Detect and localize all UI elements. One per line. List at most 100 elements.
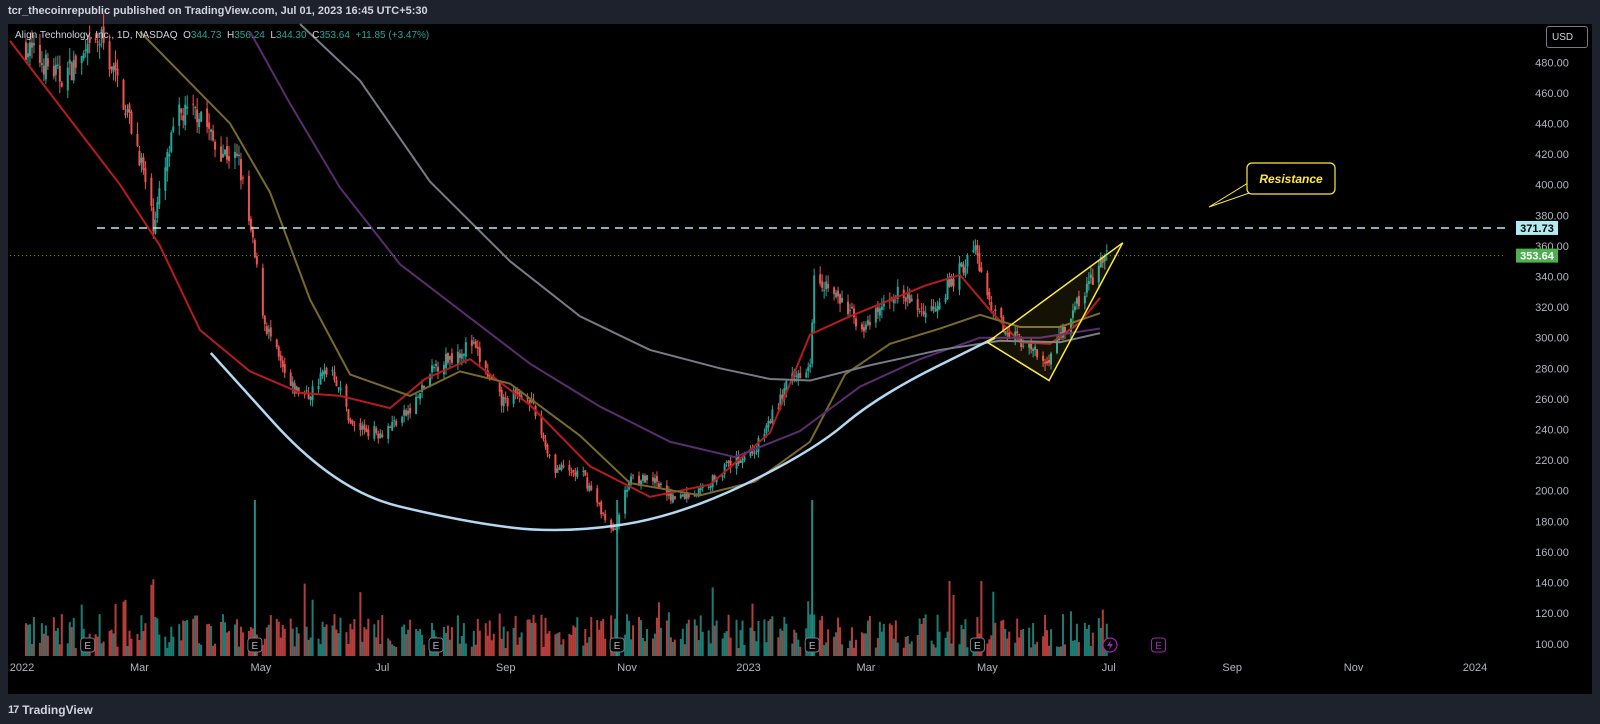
candle-body bbox=[994, 309, 997, 312]
volume-bar bbox=[604, 638, 607, 656]
candle-body bbox=[377, 433, 380, 439]
candle-body bbox=[74, 55, 77, 68]
volume-bar bbox=[948, 580, 951, 656]
volume-bar bbox=[144, 623, 147, 656]
volume-bar bbox=[444, 632, 447, 656]
volume-bar bbox=[795, 632, 798, 656]
candle-body bbox=[1097, 265, 1100, 283]
candle-body bbox=[1018, 334, 1021, 336]
candle-body bbox=[253, 240, 256, 258]
tradingview-logo[interactable]: 17 TradingView bbox=[8, 703, 93, 717]
volume-bar bbox=[514, 615, 517, 656]
candle-body bbox=[586, 477, 589, 489]
candle-body bbox=[214, 141, 217, 150]
volume-bar bbox=[765, 642, 768, 656]
volume-bar bbox=[512, 627, 515, 656]
candle-body bbox=[249, 218, 252, 230]
volume-bar bbox=[68, 622, 71, 656]
candle-body bbox=[572, 470, 575, 473]
candle-body bbox=[783, 388, 786, 400]
x-axis-tick-label: Jul bbox=[375, 662, 389, 674]
volume-bar bbox=[492, 633, 495, 656]
candle-body bbox=[80, 55, 83, 64]
candle-body bbox=[429, 374, 432, 388]
volume-bar bbox=[757, 620, 760, 656]
candle-body bbox=[540, 415, 543, 435]
candle-body bbox=[88, 38, 91, 44]
candle-body bbox=[353, 424, 356, 426]
volume-bar bbox=[235, 619, 238, 656]
volume-bar bbox=[401, 626, 404, 656]
candle-body bbox=[472, 342, 475, 344]
volume-bar bbox=[1020, 629, 1023, 656]
volume-bar bbox=[498, 613, 501, 656]
volume-bar bbox=[725, 631, 728, 656]
candle-body bbox=[1099, 256, 1102, 268]
volume-bar bbox=[1002, 619, 1005, 656]
candle-body bbox=[484, 361, 487, 368]
candle-body bbox=[1044, 362, 1047, 364]
volume-bar bbox=[906, 635, 909, 656]
earnings-marker-letter: E bbox=[252, 641, 259, 652]
volume-bar bbox=[24, 623, 27, 656]
candle-body bbox=[526, 397, 529, 400]
currency-button[interactable]: USD bbox=[1546, 26, 1588, 48]
volume-bar bbox=[1071, 640, 1074, 656]
volume-bar bbox=[952, 595, 955, 656]
candle-body bbox=[474, 341, 477, 348]
volume-bar bbox=[516, 644, 519, 656]
volume-bar bbox=[755, 641, 758, 656]
candle-body bbox=[279, 355, 282, 361]
candle-body bbox=[978, 253, 981, 271]
volume-bar bbox=[311, 599, 314, 656]
candle-body bbox=[464, 342, 467, 357]
y-axis-tick-label: 340.00 bbox=[1535, 271, 1569, 283]
volume-bar bbox=[721, 638, 724, 656]
volume-bar bbox=[305, 626, 308, 656]
candle-body bbox=[839, 294, 842, 304]
volume-bar bbox=[275, 618, 278, 656]
candle-body bbox=[52, 66, 55, 77]
current-price-tag-text: 353.64 bbox=[1520, 251, 1555, 263]
candle-body bbox=[140, 157, 143, 163]
candle-body bbox=[84, 49, 87, 52]
candle-body bbox=[102, 26, 105, 44]
volume-bar bbox=[837, 617, 840, 656]
open-value: 344.73 bbox=[190, 30, 222, 41]
candle-body bbox=[932, 306, 935, 310]
candle-body bbox=[542, 434, 545, 440]
candle-body bbox=[614, 528, 617, 530]
volume-bar bbox=[1075, 623, 1078, 656]
candle-body bbox=[753, 452, 756, 454]
candle-body bbox=[681, 494, 684, 497]
candle-body bbox=[1073, 306, 1076, 311]
volume-bar bbox=[741, 620, 744, 656]
candle-body bbox=[32, 43, 35, 46]
volume-bar bbox=[112, 633, 115, 656]
volume-bar bbox=[26, 624, 29, 656]
volume-bar bbox=[1016, 618, 1019, 656]
volume-bar bbox=[610, 615, 613, 656]
volume-bar bbox=[854, 639, 857, 656]
volume-bar bbox=[763, 619, 766, 656]
candle-body bbox=[1056, 339, 1059, 354]
volume-bar bbox=[602, 618, 605, 656]
volume-bar bbox=[715, 620, 718, 656]
volume-bar bbox=[367, 618, 370, 656]
candle-body bbox=[600, 501, 603, 515]
volume-bar bbox=[32, 616, 35, 656]
candle-body bbox=[24, 42, 27, 61]
volume-spike bbox=[253, 500, 256, 656]
volume-bar bbox=[52, 617, 55, 656]
candle-body bbox=[172, 126, 175, 132]
y-axis-tick-label: 100.00 bbox=[1535, 639, 1569, 651]
volume-bar bbox=[841, 644, 844, 656]
candle-body bbox=[906, 292, 909, 299]
candle-body bbox=[709, 485, 712, 488]
candle-body bbox=[1091, 277, 1094, 285]
candle-body bbox=[946, 279, 949, 299]
volume-bar bbox=[70, 627, 73, 656]
candle-body bbox=[317, 385, 320, 390]
candle-body bbox=[331, 369, 334, 372]
volume-bar bbox=[210, 626, 213, 656]
